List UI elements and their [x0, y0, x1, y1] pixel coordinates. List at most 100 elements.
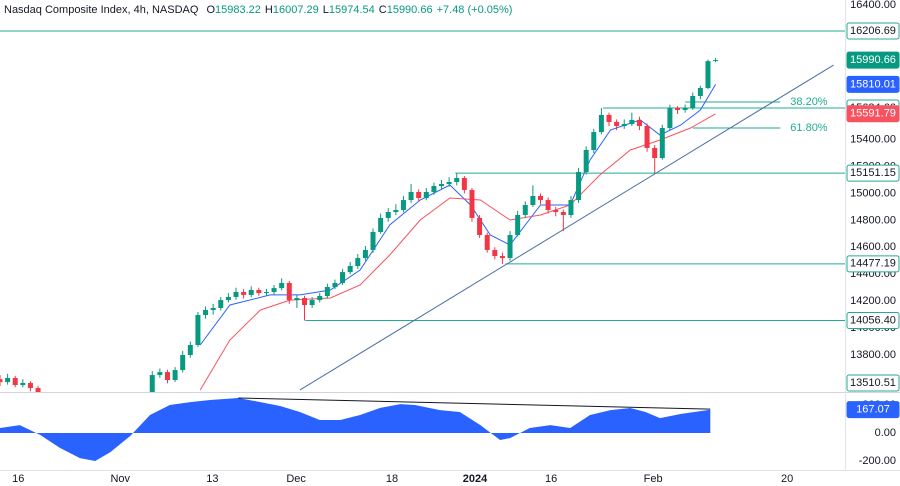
candle-body: [279, 282, 285, 289]
candle-body: [614, 121, 620, 126]
x-tick-label: 16: [545, 473, 557, 485]
candle-body: [362, 249, 368, 259]
price-label: 15591.79: [850, 108, 896, 120]
candle-body: [393, 210, 399, 213]
x-tick-label: 20: [781, 473, 793, 485]
candle-body: [180, 354, 186, 371]
y-tick-label: 14600.00: [850, 241, 896, 253]
price-label-box: [846, 105, 900, 123]
candle-body: [324, 287, 330, 297]
price-label-box: [846, 51, 900, 69]
candle-body: [164, 372, 170, 381]
candle-body: [636, 119, 642, 126]
candle-body: [286, 282, 292, 301]
axes: 16400.0015400.0015200.0015000.0014800.00…: [12, 0, 896, 485]
price-label-box: [846, 255, 900, 273]
candle-body: [370, 231, 376, 250]
candle-body: [522, 205, 528, 215]
ohlc-key: L: [323, 4, 329, 16]
candle-body: [218, 300, 224, 308]
candle-body: [461, 177, 467, 190]
candle-body: [172, 370, 178, 381]
candle-body: [347, 266, 353, 273]
candle-body: [27, 382, 33, 388]
candle-body: [492, 249, 498, 257]
y-tick-label: 15400.00: [850, 134, 896, 146]
candle-body: [423, 191, 429, 199]
candle-body: [408, 191, 414, 201]
candle-body: [477, 217, 483, 236]
x-tick-label: Dec: [286, 473, 306, 485]
candle-body: [271, 288, 277, 292]
y-tick-label: 15000.00: [850, 187, 896, 199]
candle-body: [560, 212, 566, 215]
candle-body: [713, 60, 719, 62]
price-label: 13510.51: [850, 377, 896, 389]
candle-body: [5, 378, 11, 383]
candle-body: [530, 196, 536, 206]
candle-body: [340, 272, 346, 283]
ohlc-value: 15990.66: [387, 4, 433, 16]
candle-body: [439, 184, 445, 187]
change: +7.48 (+0.05%): [437, 4, 513, 16]
ohlc-key: C: [379, 4, 387, 16]
price-label: 15810.01: [850, 78, 896, 90]
candle-body: [591, 132, 597, 150]
fib-label: 38.20%: [790, 96, 828, 108]
divergence-line: [238, 397, 711, 410]
candle-body: [652, 147, 658, 159]
x-tick-label: 13: [206, 473, 218, 485]
candle-body: [629, 119, 635, 124]
price-label: 167.07: [856, 404, 890, 416]
candle-body: [355, 258, 361, 266]
candle-body: [675, 107, 681, 110]
moving-average: [199, 113, 716, 391]
candle-body: [644, 126, 650, 148]
candle-body: [195, 315, 201, 346]
candle-body: [446, 182, 452, 185]
y-tick-label: -200.00: [859, 455, 896, 467]
moving-average: [199, 84, 717, 346]
candle-body: [263, 291, 269, 294]
candle-body: [484, 235, 490, 250]
candle-body: [553, 210, 559, 213]
candle-body: [416, 191, 422, 199]
candle-body: [12, 378, 18, 385]
y-tick-label: 16400.00: [850, 0, 896, 11]
candle-body: [210, 308, 216, 311]
candle-body: [332, 282, 338, 287]
y-tick-label: 14800.00: [850, 214, 896, 226]
price-label-box: [846, 164, 900, 182]
candle-body: [499, 256, 505, 259]
candle-body: [149, 375, 155, 392]
candle-body: [400, 200, 406, 210]
price-label: 14056.40: [850, 314, 896, 326]
candle-body: [583, 149, 589, 173]
ohlc-key: H: [265, 4, 273, 16]
candle-body: [309, 300, 315, 306]
price-label: 14477.19: [850, 258, 896, 270]
fib-label: 61.80%: [790, 122, 828, 134]
x-tick-label: 18: [386, 473, 398, 485]
candle-body: [568, 200, 574, 215]
candle-body: [659, 128, 665, 159]
ohlc-value: 16007.29: [273, 4, 319, 16]
x-tick-label: 16: [12, 473, 24, 485]
candle-body: [682, 107, 688, 110]
price-label-box: [846, 374, 900, 392]
candle-body: [378, 217, 384, 232]
price-label-box: [846, 401, 900, 419]
candle-body: [705, 61, 711, 89]
candle-body: [576, 172, 582, 201]
candle-body: [317, 296, 323, 301]
y-tick-label: 13800.00: [850, 349, 896, 361]
ohlc-key: O: [206, 4, 215, 16]
candle-body: [697, 88, 703, 96]
candle-body: [690, 95, 696, 108]
price-label-box: [846, 75, 900, 93]
candle-body: [187, 345, 193, 355]
x-tick-label: Nov: [110, 473, 130, 485]
price-labels: 16206.6915634.6615151.1514477.1914056.40…: [846, 22, 900, 419]
candle-body: [667, 107, 673, 129]
candle-body: [20, 382, 26, 385]
